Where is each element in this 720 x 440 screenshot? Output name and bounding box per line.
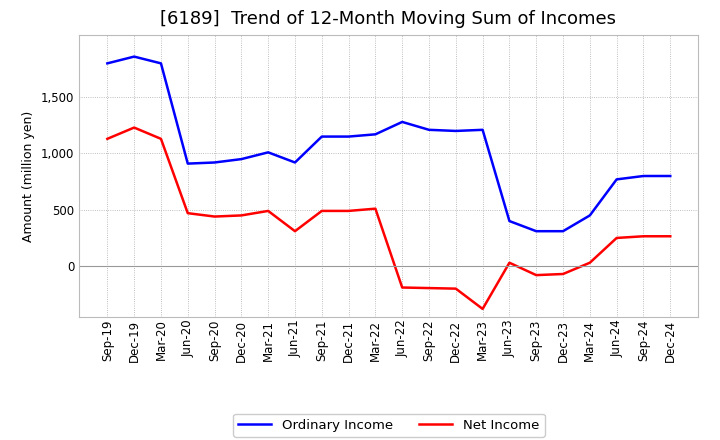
Ordinary Income [398,119,407,125]
Ordinary Income [559,228,567,234]
Net Income [612,235,621,241]
Net Income [639,234,648,239]
Ordinary Income [291,160,300,165]
Net Income [532,272,541,278]
Net Income [585,260,594,265]
Line: Net Income: Net Income [107,128,670,309]
Net Income [559,271,567,277]
Ordinary Income [264,150,272,155]
Net Income [237,213,246,218]
Line: Ordinary Income: Ordinary Income [107,57,670,231]
Net Income [478,306,487,312]
Legend: Ordinary Income, Net Income: Ordinary Income, Net Income [233,414,544,437]
Ordinary Income [639,173,648,179]
Ordinary Income [210,160,219,165]
Ordinary Income [237,157,246,162]
Net Income [318,208,326,213]
Ordinary Income [184,161,192,166]
Ordinary Income [425,127,433,132]
Net Income [344,208,353,213]
Net Income [398,285,407,290]
Ordinary Income [130,54,138,59]
Ordinary Income [371,132,379,137]
Net Income [505,260,514,265]
Net Income [451,286,460,291]
Ordinary Income [532,228,541,234]
Net Income [666,234,675,239]
Net Income [103,136,112,142]
Net Income [425,286,433,291]
Ordinary Income [666,173,675,179]
Net Income [210,214,219,219]
Ordinary Income [318,134,326,139]
Ordinary Income [478,127,487,132]
Ordinary Income [612,177,621,182]
Ordinary Income [344,134,353,139]
Y-axis label: Amount (million yen): Amount (million yen) [22,110,35,242]
Ordinary Income [505,218,514,224]
Ordinary Income [451,128,460,134]
Net Income [130,125,138,130]
Net Income [371,206,379,211]
Ordinary Income [585,213,594,218]
Net Income [184,210,192,216]
Net Income [291,228,300,234]
Text: [6189]  Trend of 12-Month Moving Sum of Incomes: [6189] Trend of 12-Month Moving Sum of I… [160,10,616,28]
Net Income [264,208,272,213]
Ordinary Income [157,61,166,66]
Ordinary Income [103,61,112,66]
Net Income [157,136,166,142]
